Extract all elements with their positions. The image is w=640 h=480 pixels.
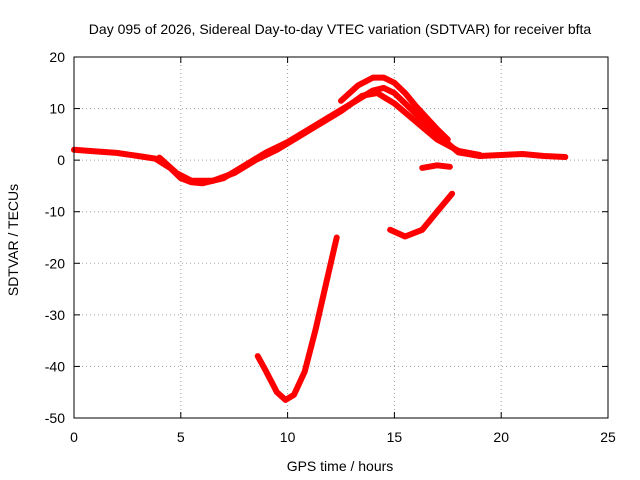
x-tick-label: 5 [177, 429, 185, 445]
chart-title: Day 095 of 2026, Sidereal Day-to-day VTE… [89, 21, 592, 37]
x-tick-label: 15 [387, 429, 403, 445]
series-track-main-b [156, 90, 483, 184]
x-tick-label: 20 [493, 429, 509, 445]
x-tick-label: 0 [70, 429, 78, 445]
plot-frame [73, 56, 609, 419]
y-tick-label: -20 [45, 255, 65, 271]
x-axis-label: GPS time / hours [287, 458, 394, 474]
series-track-dip-right [387, 190, 456, 240]
y-tick-label: 20 [49, 49, 65, 65]
grid-lines [74, 57, 608, 418]
y-tick-label: -10 [45, 204, 65, 220]
series-track-dip-main [254, 234, 340, 403]
y-tick-label: 10 [49, 101, 65, 117]
series-track-upper [338, 74, 451, 143]
y-tick-labels: -50 -40 -30 -20 -10 0 10 20 [45, 49, 65, 426]
y-axis-label: SDTVAR / TECUs [5, 184, 21, 296]
y-tick-label: -50 [45, 410, 65, 426]
y-tick-label: 0 [57, 152, 65, 168]
data-series [71, 74, 569, 403]
x-tick-labels: 0 5 10 15 20 25 [70, 429, 616, 445]
y-tick-label: -40 [45, 358, 65, 374]
series-track-main-a [71, 84, 569, 187]
y-tick-label: -30 [45, 307, 65, 323]
axis-ticks [73, 56, 609, 419]
series-track-short [419, 162, 453, 171]
x-tick-label: 10 [280, 429, 296, 445]
x-tick-label: 25 [600, 429, 616, 445]
